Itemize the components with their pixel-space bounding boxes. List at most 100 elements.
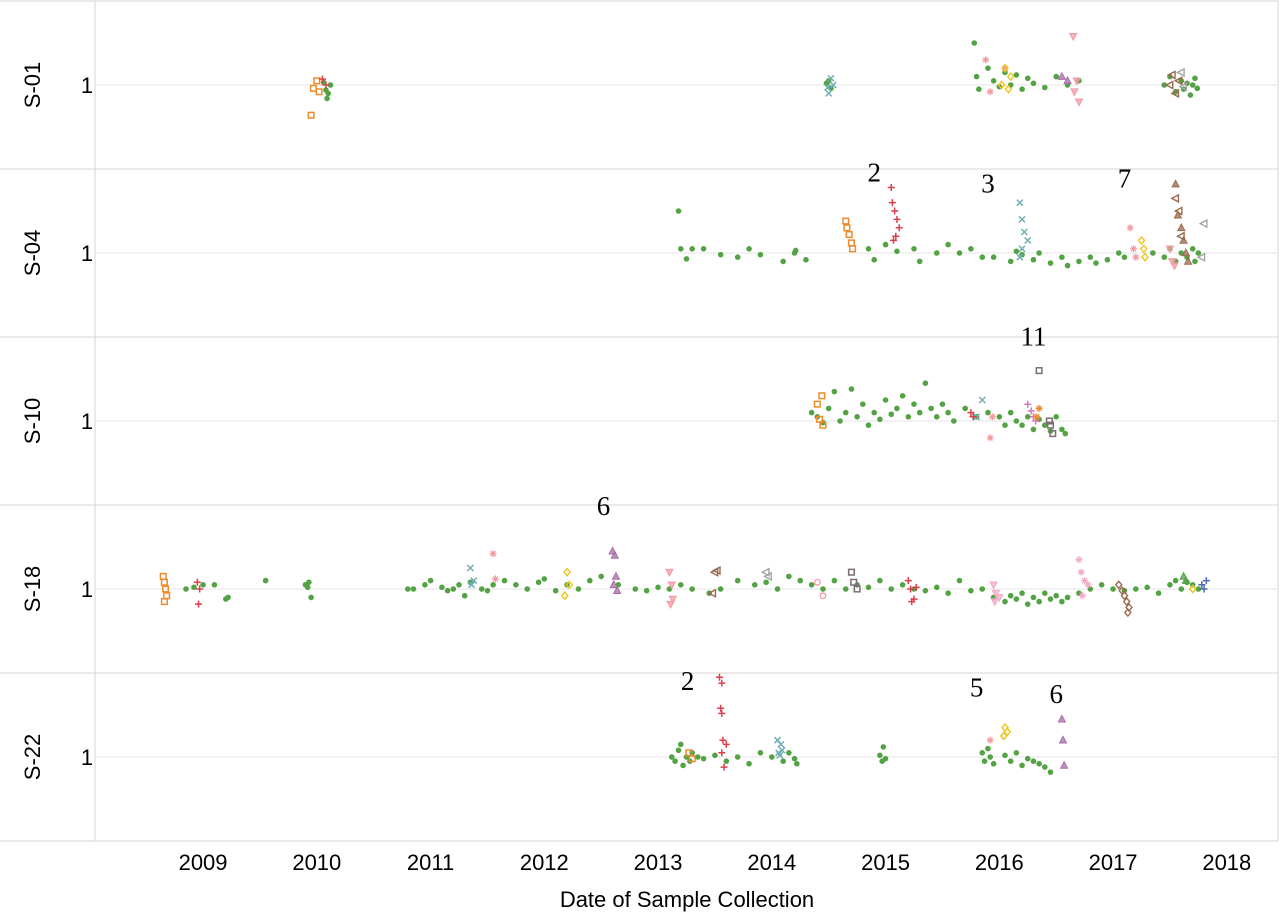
data-point (193, 578, 201, 586)
data-point (1006, 72, 1015, 82)
data-point (843, 224, 851, 232)
data-point (819, 592, 827, 600)
data-point (700, 755, 707, 762)
data-point (535, 579, 542, 586)
data-point (490, 582, 496, 588)
data-point (262, 577, 269, 584)
data-point (211, 582, 218, 588)
data-point (1173, 210, 1183, 219)
data-point (609, 579, 619, 589)
data-point (1003, 727, 1012, 737)
data-point (831, 577, 838, 584)
data-point (1059, 426, 1065, 433)
data-point (888, 199, 896, 207)
data-point (422, 582, 428, 588)
data-point (794, 760, 800, 767)
data-point (1024, 601, 1031, 607)
data-point (1076, 258, 1082, 265)
data-point (774, 586, 781, 592)
data-point (1189, 246, 1196, 252)
data-point (668, 754, 675, 760)
data-point (1110, 586, 1116, 592)
data-point (1035, 367, 1043, 375)
data-point (1064, 262, 1071, 269)
data-point (672, 758, 678, 764)
x-tick-label: 2011 (407, 850, 454, 875)
data-point (1084, 581, 1092, 589)
data-point (894, 405, 900, 412)
data-point (968, 587, 974, 594)
data-point (467, 581, 476, 589)
x-tick-label: 2015 (861, 850, 910, 875)
data-point (196, 585, 204, 593)
data-point (1013, 418, 1020, 424)
x-tick-label: 2012 (520, 850, 569, 875)
data-point (994, 594, 1004, 603)
data-point (1176, 231, 1185, 241)
data-point (987, 754, 994, 760)
data-point (1024, 414, 1031, 420)
data-point (717, 251, 724, 258)
data-point (911, 401, 917, 408)
data-point (945, 409, 951, 416)
panel-frames (0, 0, 1279, 842)
data-point (951, 418, 957, 424)
data-point (632, 586, 639, 592)
data-point (1173, 206, 1183, 216)
data-point (829, 81, 837, 89)
data-point (818, 392, 826, 400)
data-point (309, 84, 317, 92)
data-point (1181, 575, 1191, 584)
data-point (824, 83, 832, 92)
data-point (956, 577, 963, 584)
data-point (990, 760, 997, 767)
data-point (491, 575, 499, 583)
data-point (956, 250, 963, 256)
data-point (667, 581, 677, 590)
data-point (513, 582, 519, 588)
data-point (470, 577, 478, 585)
data-point (1081, 577, 1089, 585)
panel-label: S-10 (20, 398, 45, 444)
data-point (1024, 75, 1031, 82)
data-point (695, 754, 701, 760)
data-point (854, 414, 860, 420)
data-point (1024, 755, 1031, 762)
data-point (689, 586, 695, 592)
data-point (1018, 215, 1026, 223)
data-point (327, 82, 334, 88)
data-point (1047, 596, 1054, 602)
data-point (1030, 594, 1037, 601)
data-point (560, 591, 569, 601)
data-point (1150, 250, 1156, 256)
count-annotation: 3 (981, 169, 995, 199)
data-point (1013, 750, 1020, 756)
data-point (160, 598, 168, 606)
data-point (769, 754, 775, 760)
data-point (598, 573, 604, 580)
data-point (899, 582, 906, 588)
data-point (853, 585, 861, 593)
y-tick-label: 1 (81, 577, 93, 602)
data-point (922, 380, 929, 387)
data-point (610, 550, 620, 559)
data-point (1167, 258, 1177, 267)
data-point (899, 393, 906, 399)
data-point (797, 577, 804, 584)
data-point (1002, 752, 1008, 759)
data-point (1176, 222, 1186, 232)
data-point (575, 586, 582, 592)
data-point (1007, 258, 1014, 265)
data-point (813, 400, 821, 408)
data-point (979, 254, 986, 260)
data-point (827, 74, 835, 82)
y-tick-label: 1 (81, 745, 93, 770)
data-point (565, 580, 574, 590)
data-point (1195, 586, 1202, 592)
data-point (1020, 228, 1028, 236)
data-point (928, 405, 934, 412)
data-point (1042, 590, 1048, 596)
data-point (780, 258, 786, 265)
data-point (746, 246, 752, 252)
data-point (612, 585, 622, 594)
